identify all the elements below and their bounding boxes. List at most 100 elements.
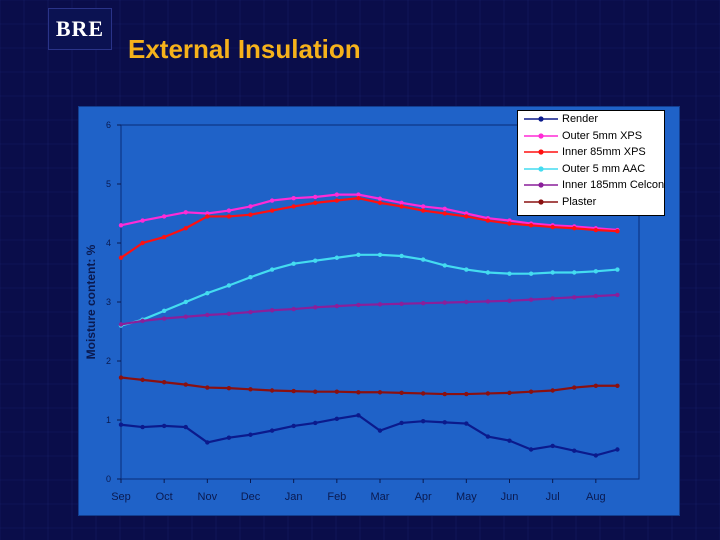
data-point xyxy=(118,322,124,327)
data-point xyxy=(442,263,447,268)
data-point xyxy=(550,388,555,393)
data-point xyxy=(291,306,296,312)
x-tick-label: Sep xyxy=(111,491,131,503)
y-tick-label: 5 xyxy=(106,179,111,189)
data-point xyxy=(377,200,383,206)
data-point xyxy=(572,295,577,300)
data-point xyxy=(420,418,426,424)
data-point xyxy=(291,388,296,394)
legend-item: Plaster xyxy=(518,194,664,211)
data-point xyxy=(140,240,145,246)
data-point xyxy=(183,382,188,387)
data-point xyxy=(161,316,167,321)
data-point xyxy=(118,375,124,380)
series-line xyxy=(120,414,618,457)
data-point xyxy=(377,428,383,433)
legend-swatch xyxy=(524,116,558,122)
data-point xyxy=(118,223,124,228)
data-point xyxy=(528,389,534,394)
data-point xyxy=(161,423,167,429)
series-line xyxy=(120,197,618,259)
data-point xyxy=(226,435,232,440)
legend-swatch xyxy=(524,166,558,172)
data-point xyxy=(399,390,404,396)
data-point xyxy=(399,200,404,206)
data-point xyxy=(399,204,404,209)
data-point xyxy=(420,300,426,306)
data-point xyxy=(269,198,275,203)
legend-label: Inner 185mm Celcon xyxy=(562,179,665,192)
data-point xyxy=(615,229,620,234)
data-point xyxy=(269,428,275,433)
data-point xyxy=(572,448,577,453)
data-point xyxy=(356,390,361,395)
data-point xyxy=(593,293,599,299)
data-point xyxy=(464,391,469,397)
data-point xyxy=(507,298,512,304)
legend-item: Outer 5mm XPS xyxy=(518,128,664,145)
data-point xyxy=(140,424,145,430)
data-point xyxy=(593,383,599,388)
data-point xyxy=(248,309,253,315)
data-point xyxy=(420,391,426,396)
data-point xyxy=(507,390,512,396)
data-point xyxy=(507,271,512,276)
data-point xyxy=(183,210,188,215)
x-tick-label: May xyxy=(456,491,477,503)
y-tick-label: 4 xyxy=(106,238,111,248)
data-point xyxy=(550,270,555,275)
data-point xyxy=(485,270,491,275)
x-tick-label: Jun xyxy=(501,491,519,503)
data-point xyxy=(269,388,275,393)
data-point xyxy=(442,420,447,425)
data-point xyxy=(507,221,512,226)
data-point xyxy=(528,271,534,276)
legend-item: Outer 5 mm AAC xyxy=(518,161,664,178)
data-point xyxy=(313,194,318,200)
data-point xyxy=(550,224,555,230)
data-point xyxy=(615,447,620,452)
data-point xyxy=(356,192,361,197)
data-point xyxy=(226,385,232,391)
legend-swatch xyxy=(524,149,558,155)
data-point xyxy=(356,252,361,257)
y-tick-label: 0 xyxy=(106,474,111,484)
data-point xyxy=(420,257,426,262)
data-point xyxy=(313,200,318,206)
bre-logo: BRE xyxy=(48,8,112,50)
y-axis-label: Moisture content: % xyxy=(84,244,98,359)
data-point xyxy=(334,192,340,197)
legend-swatch xyxy=(524,199,558,205)
legend-item: Inner 185mm Celcon xyxy=(518,177,664,194)
legend-label: Render xyxy=(562,113,599,125)
data-point xyxy=(248,204,253,209)
data-point xyxy=(226,208,232,213)
data-point xyxy=(615,383,620,388)
data-point xyxy=(399,253,404,259)
y-tick-label: 2 xyxy=(106,356,111,366)
data-point xyxy=(183,314,188,319)
data-point xyxy=(140,377,145,383)
data-point xyxy=(442,211,447,216)
data-point xyxy=(334,255,340,260)
data-point xyxy=(226,311,232,316)
data-point xyxy=(593,453,599,458)
legend-label: Inner 85mm XPS xyxy=(562,146,646,159)
data-point xyxy=(313,420,318,426)
x-tick-label: Aug xyxy=(586,491,606,503)
data-point xyxy=(356,413,361,418)
data-point xyxy=(313,389,318,394)
data-point xyxy=(205,214,210,219)
data-point xyxy=(528,447,534,452)
legend-item: Render xyxy=(518,111,664,128)
data-point xyxy=(356,195,361,201)
data-point xyxy=(572,226,577,231)
data-point xyxy=(269,208,275,213)
slide-title: External Insulation xyxy=(128,34,361,64)
data-point xyxy=(550,296,555,301)
data-point xyxy=(226,283,232,288)
data-point xyxy=(140,218,145,223)
x-tick-label: Oct xyxy=(156,491,173,503)
data-point xyxy=(420,204,426,209)
x-tick-label: Nov xyxy=(198,491,218,503)
